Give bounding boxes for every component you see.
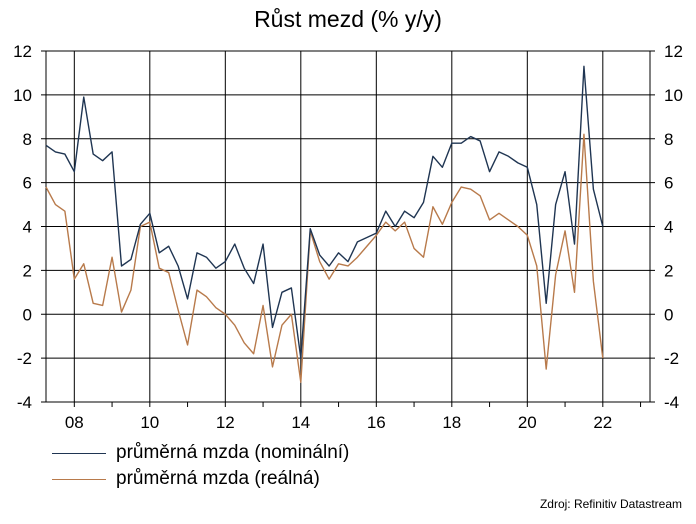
x-tick-label: 08 [65,413,84,432]
y-tick-label-right: -2 [664,349,679,368]
y-tick-label-left: 10 [13,86,32,105]
source-note: Zdroj: Refinitiv Datastream [539,497,682,511]
y-tick-label-right: 10 [664,86,683,105]
y-tick-label-left: -4 [17,393,32,412]
y-tick-label-left: 8 [23,130,32,149]
x-tick-label: 20 [518,413,537,432]
x-tick-label: 12 [216,413,235,432]
y-tick-label-left: 2 [23,261,32,280]
grid-layer [46,51,650,402]
series-line-real [45,133,604,383]
legend-item-nominal: průměrná mzda (nominální) [52,442,572,464]
y-tick-label-right: 6 [664,174,673,193]
legend-label-nominal: průměrná mzda (nominální) [116,442,350,463]
y-tick-label-left: 6 [23,174,32,193]
x-tick-label: 10 [140,413,159,432]
y-tick-label-right: 0 [664,305,673,324]
legend-item-real: průměrná mzda (reálná) [52,468,572,490]
y-tick-label-left: 12 [13,42,32,61]
x-tick-label: 22 [593,413,612,432]
y-tick-label-right: 8 [664,130,673,149]
series-layer [45,65,604,383]
legend-swatch-nominal [52,453,106,454]
x-tick-label: 18 [442,413,461,432]
x-tick-label: 16 [367,413,386,432]
legend-label-real: průměrná mzda (reálná) [116,468,320,489]
legend-swatch-real [52,479,106,480]
y-tick-label-right: 12 [664,42,683,61]
y-tick-label-right: 2 [664,261,673,280]
x-tick-label: 14 [291,413,310,432]
series-line-nominal [45,65,604,359]
y-tick-label-left: -2 [17,349,32,368]
y-tick-label-left: 0 [23,305,32,324]
y-tick-label-left: 4 [23,218,32,237]
y-tick-label-right: -4 [664,393,679,412]
chart-title: Růst mezd (% y/y) [254,6,442,32]
y-tick-label-right: 4 [664,218,673,237]
